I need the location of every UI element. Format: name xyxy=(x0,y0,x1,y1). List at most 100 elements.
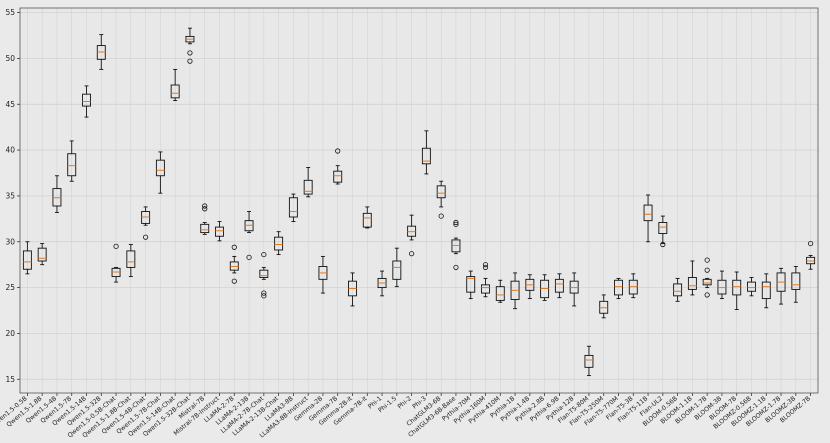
y-tick-label: 35 xyxy=(5,192,15,201)
box xyxy=(155,151,165,194)
box-body xyxy=(170,84,180,99)
box-body xyxy=(466,276,476,293)
y-tick-label: 20 xyxy=(5,329,15,338)
y-tick-label: 50 xyxy=(5,54,15,63)
box xyxy=(111,243,121,283)
box xyxy=(466,270,476,300)
flier-point xyxy=(453,264,459,271)
box xyxy=(540,274,550,301)
box xyxy=(628,273,638,299)
box xyxy=(791,266,801,303)
box xyxy=(776,267,786,305)
box-body xyxy=(643,204,653,222)
flier-point xyxy=(409,251,415,257)
box xyxy=(643,194,653,243)
box-body xyxy=(747,281,756,292)
box xyxy=(126,244,136,278)
flier-point xyxy=(704,267,710,273)
box-body xyxy=(614,279,623,296)
box xyxy=(215,221,224,242)
box xyxy=(421,130,431,175)
box xyxy=(569,272,579,307)
flier-point xyxy=(660,241,666,248)
grid-lines xyxy=(20,8,818,393)
flier-point xyxy=(335,148,341,154)
box xyxy=(599,294,609,319)
box xyxy=(259,251,269,299)
box-body xyxy=(333,170,343,183)
box xyxy=(303,167,313,198)
box-body xyxy=(37,247,47,262)
box xyxy=(185,27,195,64)
box xyxy=(82,85,91,118)
box xyxy=(244,211,254,260)
box-body xyxy=(126,250,136,268)
box xyxy=(451,219,461,271)
box xyxy=(274,231,284,256)
box xyxy=(67,140,77,182)
flier-point xyxy=(261,290,267,296)
box xyxy=(229,244,239,284)
box xyxy=(377,270,387,297)
flier-point xyxy=(202,203,208,209)
y-tick-label: 30 xyxy=(5,237,15,246)
box xyxy=(141,206,151,240)
box xyxy=(52,175,62,213)
plot-frame xyxy=(19,7,819,394)
flier-point xyxy=(808,240,814,247)
box-body xyxy=(702,278,712,286)
flier-point xyxy=(453,219,459,226)
box xyxy=(348,272,357,307)
flier-point xyxy=(453,221,459,227)
box-body xyxy=(82,93,91,107)
plot-area xyxy=(20,8,818,393)
box xyxy=(554,273,564,299)
box xyxy=(436,180,446,219)
box xyxy=(761,273,771,309)
box-body xyxy=(481,284,490,294)
box-body xyxy=(673,283,683,297)
flier-point xyxy=(143,234,149,240)
box-body xyxy=(259,269,269,278)
box-body xyxy=(215,226,224,237)
box-body xyxy=(274,236,284,251)
y-tick-label: 45 xyxy=(5,100,15,109)
flier-point xyxy=(438,213,444,219)
box xyxy=(200,203,210,235)
box-body xyxy=(362,212,372,228)
box xyxy=(37,243,47,266)
box-body xyxy=(687,277,697,290)
flier-point xyxy=(202,206,208,212)
box xyxy=(614,277,623,300)
box xyxy=(333,148,343,185)
box-series xyxy=(22,27,816,377)
flier-point xyxy=(246,254,252,260)
box xyxy=(318,255,328,294)
box xyxy=(747,277,756,297)
flier-point xyxy=(187,58,193,64)
box-body xyxy=(761,281,771,300)
box-body xyxy=(791,272,801,290)
box-body xyxy=(584,354,594,368)
x-tick-label: Phi-2 xyxy=(396,395,412,410)
box-body xyxy=(495,286,505,301)
box-body xyxy=(200,223,210,234)
box xyxy=(392,247,402,288)
box xyxy=(481,262,490,298)
box-body xyxy=(288,197,298,218)
flier-point xyxy=(231,244,237,250)
box xyxy=(362,206,372,229)
box xyxy=(495,279,505,303)
box xyxy=(170,68,180,102)
box xyxy=(732,271,742,311)
flier-point xyxy=(231,278,237,284)
box-body xyxy=(22,250,32,270)
x-axis: Qwen1.5-0.5BQwen1.5-1.8BQwen1.5-4BQwen1.… xyxy=(0,393,812,439)
box xyxy=(525,274,535,300)
flier-point xyxy=(261,293,267,299)
flier-point xyxy=(482,262,489,268)
flier-point xyxy=(113,243,119,249)
box-body xyxy=(392,260,402,280)
box-body xyxy=(155,159,165,177)
